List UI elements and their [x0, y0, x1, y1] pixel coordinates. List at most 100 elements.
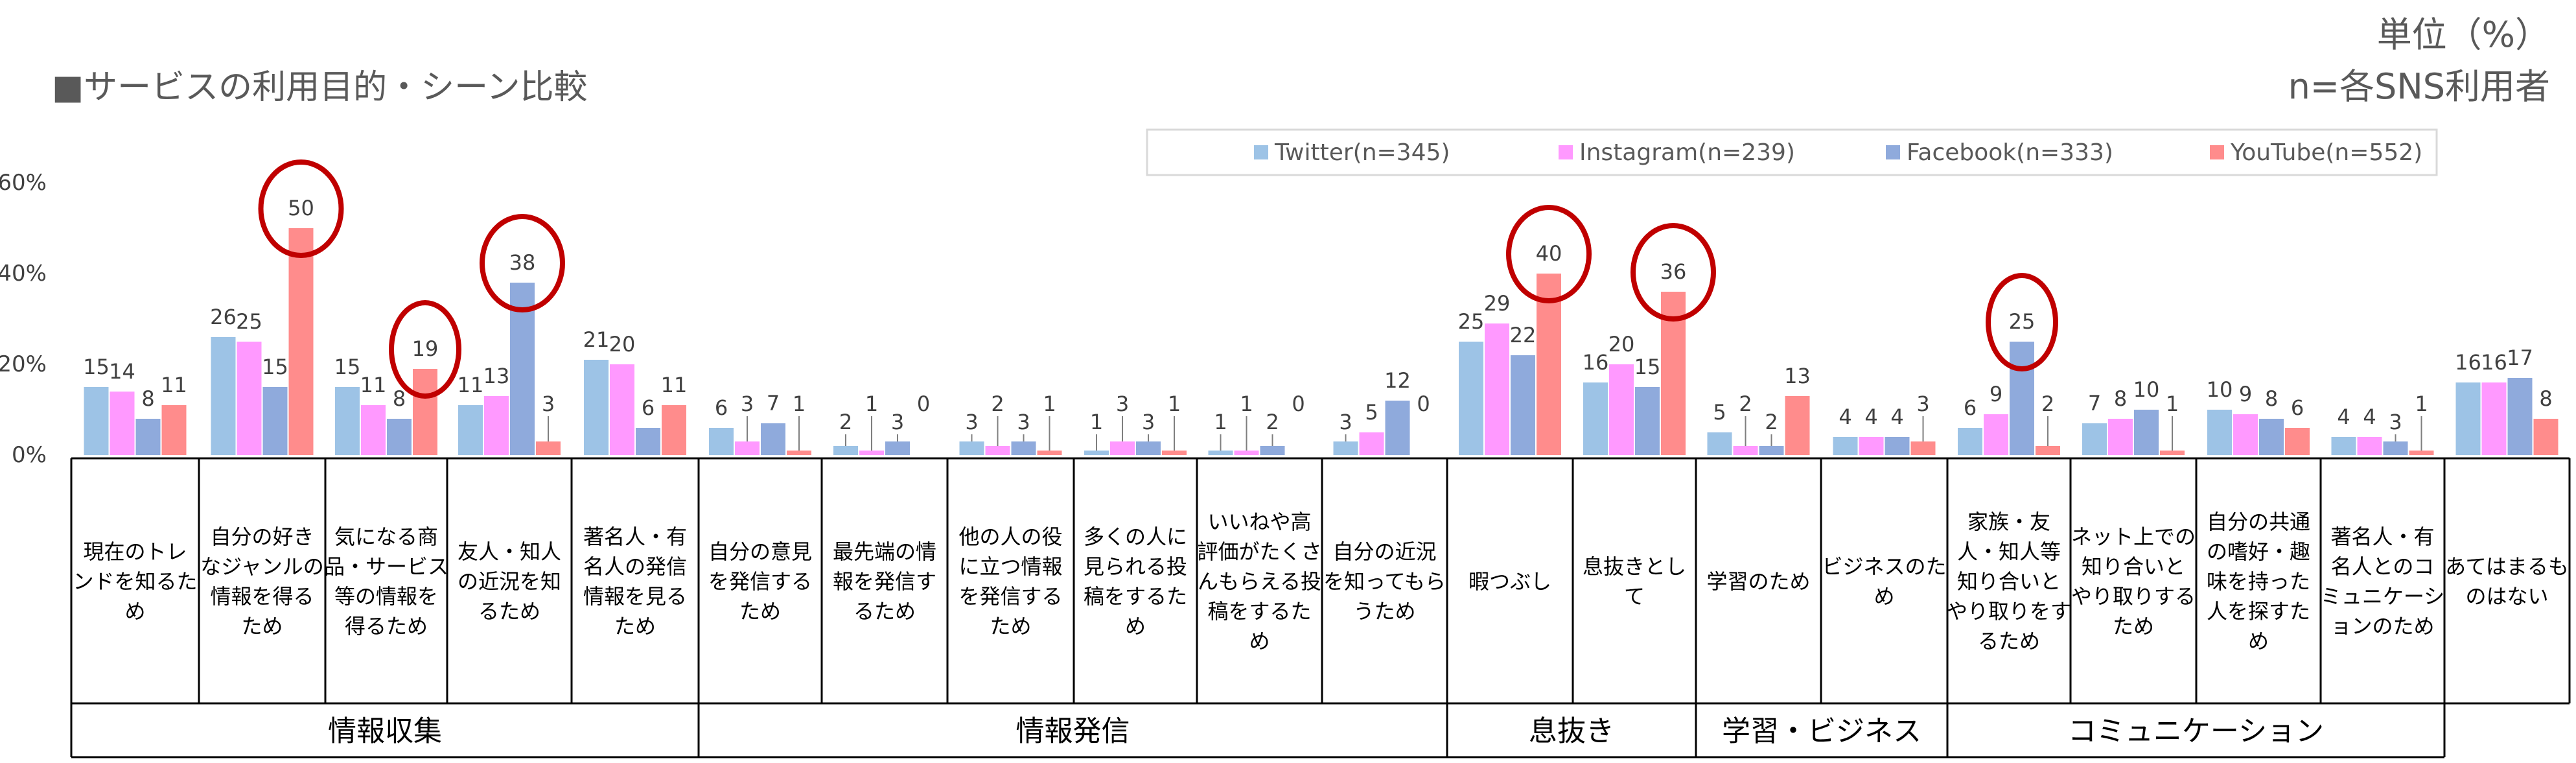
data-label: 11: [661, 373, 688, 397]
legend-swatch: [1559, 145, 1573, 159]
highlight-circle: [480, 214, 565, 312]
data-label: 26: [210, 305, 237, 329]
bar: [610, 364, 634, 455]
data-label: 1: [1214, 410, 1227, 434]
y-tick-label: 40%: [0, 261, 47, 287]
bar: [1733, 446, 1758, 455]
bar: [262, 387, 288, 455]
highlight-circle: [258, 159, 344, 258]
category-label-line: 自分の意見: [708, 539, 812, 564]
category-label-line: を知ってもら: [1323, 569, 1446, 594]
category-label: 自分の好きなジャンルの情報を得るため: [200, 524, 323, 639]
category-label-line: うため: [1353, 599, 1415, 624]
bar: [985, 446, 1010, 455]
category-label-line: 自分の共通: [2207, 510, 2310, 534]
category-label-line: 気になる商: [334, 524, 438, 549]
bar: [662, 405, 686, 455]
data-label: 7: [767, 391, 780, 416]
bar: [1110, 441, 1135, 455]
category-label: ネット上での知り合いとやり取りするため: [2071, 524, 2196, 639]
category-label-line: 味を持った: [2207, 569, 2310, 594]
bar: [2259, 419, 2284, 455]
y-tick-label: 0%: [12, 442, 47, 468]
bar: [1707, 432, 1732, 455]
bar: [1910, 441, 1936, 455]
bar: [1011, 441, 1036, 455]
bar: [761, 423, 785, 455]
legend-label: Facebook(n=333): [1907, 139, 2113, 166]
data-label: 9: [1990, 382, 2002, 406]
data-label: 16: [2481, 350, 2507, 375]
category-label-line: 自分の好き: [210, 524, 314, 549]
category-label: 息抜きとして: [1583, 554, 1686, 609]
category-label-line: ため: [2113, 614, 2154, 639]
category-label-line: 情報を見る: [583, 584, 687, 609]
data-label: 8: [2114, 386, 2127, 411]
category-label-line: 著名人・有: [583, 524, 687, 549]
category-label-line: て: [1624, 584, 1645, 609]
category-label-line: 名人とのコ: [2331, 554, 2435, 579]
category-label-line: め: [2248, 629, 2269, 653]
category-label: 気になる商品・サービス等の情報を得るため: [324, 524, 448, 639]
category-label-line: の近況を知: [458, 569, 561, 594]
category-label-line: 著名人・有: [2330, 524, 2434, 549]
data-label: 15: [83, 355, 110, 379]
category-label-line: 知り合いと: [2082, 554, 2185, 579]
bar: [536, 441, 561, 455]
data-label: 5: [1365, 400, 1378, 425]
category-label-line: 名人の発信: [583, 554, 687, 579]
category-label-line: あてはまるも: [2445, 554, 2569, 579]
category-label-line: 見られる投: [1084, 554, 1187, 579]
category-label-line: 等の情報を: [334, 584, 438, 609]
category-label-line: ため: [990, 614, 1031, 639]
legend: Twitter(n=345) Instagram(n=239) Facebook(n…: [1146, 128, 2438, 176]
category-label-line: るため: [853, 599, 916, 624]
highlight-circle: [1630, 223, 1716, 322]
data-label: 3: [1142, 410, 1155, 434]
data-label: 7: [2088, 391, 2101, 416]
y-axis: 0% 20% 40% 60%: [0, 170, 47, 468]
category-label-line: の嗜好・趣: [2207, 539, 2310, 564]
data-label: 1: [1090, 410, 1103, 434]
category-label-line: 他の人の役: [958, 524, 1062, 549]
data-label: 1: [1240, 392, 1253, 416]
data-label: 16: [2455, 350, 2481, 375]
bar: [1385, 401, 1410, 455]
category-label-line: 家族・友: [1967, 510, 2050, 534]
data-label: 3: [965, 410, 978, 434]
category-label-line: 友人・知人: [458, 539, 561, 564]
data-label: 5: [1713, 400, 1726, 425]
bar: [2207, 410, 2232, 455]
category-label: 現在のトレンドを知るため: [73, 539, 197, 624]
bar: [2357, 437, 2382, 455]
data-label: 50: [288, 196, 314, 220]
highlight-circle: [1506, 205, 1592, 303]
category-label-line: め: [1874, 584, 1894, 609]
data-label: 3: [1116, 392, 1129, 416]
bar: [2010, 342, 2034, 455]
category-label-line: るため: [478, 599, 540, 624]
data-label: 22: [1510, 323, 1537, 347]
group-label: 息抜き: [1529, 715, 1614, 748]
category-label-line: やり取りする: [2071, 584, 2196, 609]
data-label: 0: [1417, 392, 1430, 416]
bar: [2455, 382, 2481, 455]
group-label: 情報発信: [1016, 715, 1130, 748]
bar: [636, 428, 660, 455]
data-label: 3: [891, 410, 904, 434]
category-label: 著名人・有名人の発信情報を見るため: [583, 524, 687, 639]
bar: [1537, 274, 1561, 455]
data-label: 13: [1784, 364, 1811, 388]
data-label: 8: [2265, 386, 2278, 411]
data-label: 2: [1266, 410, 1279, 434]
category-label: 友人・知人の近況を知るため: [458, 539, 561, 624]
data-label: 1: [1168, 392, 1181, 416]
category-label: 自分の共通の嗜好・趣味を持った人を探すため: [2207, 510, 2310, 653]
category-label-line: 息抜きとし: [1583, 554, 1686, 579]
data-label: 8: [393, 386, 406, 411]
chart-title: ■サービスの利用目的・シーン比較: [52, 68, 588, 107]
bar: [237, 342, 262, 455]
category-label-line: ミュニケーシ: [2321, 584, 2444, 609]
bar: [2134, 410, 2159, 455]
